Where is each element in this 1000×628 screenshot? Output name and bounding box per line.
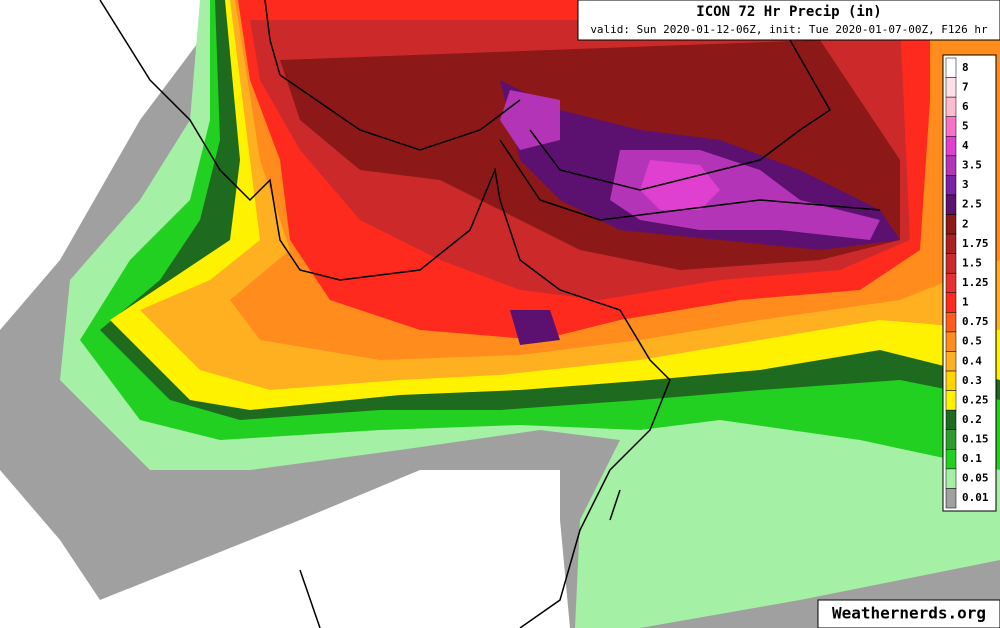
legend-label: 0.25: [962, 393, 989, 406]
legend: 8 7 6 5 4 3.5 3 2.5 2 1.75 1.5 1.25 1 0.75 0.5 0.4 0.3 0.…: [942, 54, 997, 512]
legend-label: 0.15: [962, 433, 989, 446]
legend-label: 3.5: [962, 159, 982, 172]
legend-swatch: [945, 449, 957, 470]
legend-swatch: [945, 331, 957, 352]
legend-swatch: [945, 468, 957, 489]
watermark-box: Weathernerds.org: [817, 599, 1000, 628]
legend-swatch: [945, 409, 957, 430]
title: ICON 72 Hr Precip (in): [696, 4, 881, 20]
legend-label: 0.01: [962, 491, 989, 504]
legend-label: 0.75: [962, 315, 989, 328]
legend-label: 3: [962, 178, 969, 191]
legend-swatch: [945, 253, 957, 274]
legend-swatch: [945, 292, 957, 313]
legend-swatch: [945, 390, 957, 411]
legend-label: 0.5: [962, 335, 982, 348]
legend-label: 1: [962, 296, 969, 309]
legend-label: 0.4: [962, 354, 982, 367]
title-frame: [577, 0, 1000, 41]
legend-swatch: [945, 155, 957, 176]
legend-swatch: [945, 312, 957, 333]
legend-swatch: [945, 272, 957, 294]
legend-swatch: [945, 77, 957, 98]
legend-swatch: [945, 233, 957, 254]
title-box: ICON 72 Hr Precip (in) valid: Sun 2020-0…: [577, 0, 1000, 41]
legend-swatch: [945, 116, 957, 137]
legend-label: 8: [962, 61, 969, 74]
legend-swatch: [945, 488, 957, 509]
watermark: Weathernerds.org: [832, 604, 986, 623]
legend-label: 6: [962, 100, 969, 113]
legend-label: 5: [962, 119, 969, 132]
legend-label: 2: [962, 217, 969, 230]
legend-label: 0.2: [962, 413, 982, 426]
legend-swatch: [945, 351, 957, 372]
legend-swatch: [945, 175, 957, 196]
coastlines: [99, 0, 881, 628]
legend-label: 1.75: [962, 237, 989, 250]
legend-label: 1.5: [962, 256, 982, 269]
legend-swatch: [945, 136, 957, 157]
legend-swatch: [945, 429, 957, 450]
legend-label: 0.3: [962, 374, 982, 387]
legend-swatch: [945, 194, 957, 215]
legend-swatch: [945, 96, 957, 117]
legend-label: 4: [962, 139, 969, 152]
legend-label: 0.1: [962, 452, 982, 465]
legend-label: 1.25: [962, 276, 989, 289]
legend-swatch: [945, 57, 957, 78]
legend-swatch: [945, 370, 957, 391]
legend-label: 7: [962, 80, 969, 93]
legend-label: 2.5: [962, 198, 982, 211]
legend-label: 0.05: [962, 472, 989, 485]
watermark-frame: [817, 599, 1000, 628]
legend-swatch: [945, 214, 957, 235]
subtitle: valid: Sun 2020-01-12-06Z, init: Tue 202…: [590, 23, 988, 36]
